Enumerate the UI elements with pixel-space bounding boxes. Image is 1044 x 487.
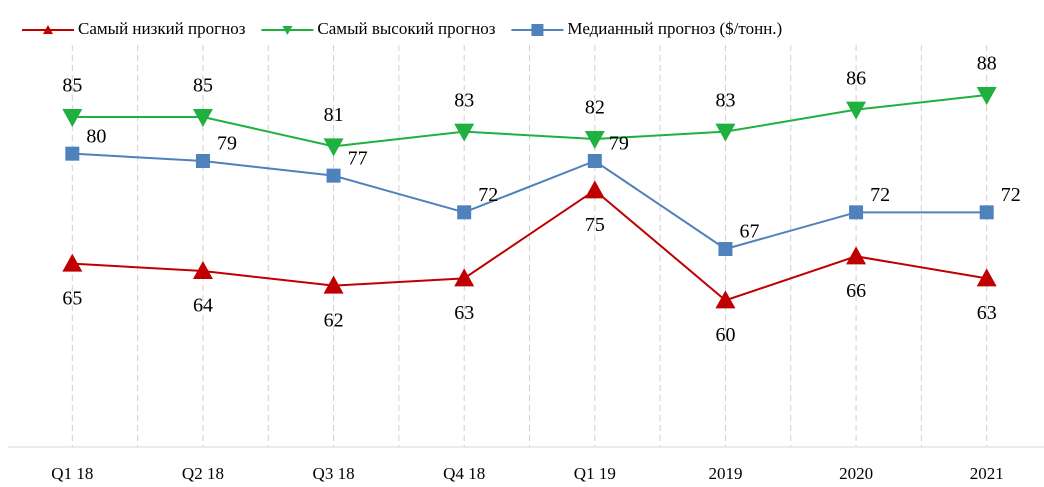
data-label: 72	[870, 184, 890, 206]
point-marker	[323, 275, 344, 294]
data-label: 77	[348, 147, 368, 169]
point-marker	[849, 205, 864, 220]
x-tick-label: Q4 18	[443, 464, 485, 483]
data-label: 81	[324, 104, 344, 126]
point-marker	[979, 205, 994, 220]
data-label: 83	[715, 89, 735, 111]
point-marker	[323, 138, 344, 157]
data-label: 72	[1001, 184, 1021, 206]
point-marker	[454, 123, 475, 142]
x-tick-label: 2019	[708, 464, 742, 483]
point-marker	[457, 205, 472, 220]
data-label: 85	[62, 75, 82, 97]
point-marker	[715, 123, 736, 142]
point-marker	[976, 268, 997, 287]
legend-label: Самый высокий прогноз	[317, 19, 495, 38]
data-label: 64	[193, 295, 213, 317]
legend-marker	[282, 26, 293, 35]
x-tick-label: Q1 19	[574, 464, 616, 483]
data-label: 83	[454, 89, 474, 111]
data-label: 88	[977, 53, 997, 75]
data-label: 85	[193, 75, 213, 97]
x-tick-label: 2021	[970, 464, 1004, 483]
point-marker	[846, 101, 867, 120]
x-tick-label: Q1 18	[51, 464, 93, 483]
data-label: 62	[324, 309, 344, 331]
point-marker	[584, 131, 605, 149]
series-line	[72, 152, 987, 251]
point-marker	[587, 154, 602, 168]
data-label: 66	[846, 280, 866, 302]
data-label: 79	[217, 133, 237, 155]
data-label: 79	[609, 133, 629, 155]
data-label: 82	[585, 97, 605, 119]
x-tick-label: 2020	[839, 464, 873, 483]
legend-marker	[531, 24, 544, 36]
point-marker	[192, 261, 213, 279]
point-marker	[976, 87, 997, 105]
point-marker	[62, 109, 83, 127]
point-marker	[192, 109, 213, 127]
point-marker	[715, 290, 736, 309]
x-tick-label: Q2 18	[182, 464, 224, 483]
data-label: 67	[739, 221, 759, 243]
data-label: 65	[62, 287, 82, 309]
series-line	[72, 189, 987, 302]
point-marker	[718, 242, 733, 256]
legend-label: Медианный прогноз ($/тонн.)	[567, 19, 782, 38]
legend-label: Самый низкий прогноз	[78, 19, 246, 38]
data-label: 75	[585, 214, 605, 236]
point-marker	[846, 246, 867, 265]
point-marker	[62, 253, 83, 272]
series-line	[72, 94, 987, 148]
data-label: 72	[478, 184, 498, 206]
data-label: 86	[846, 67, 866, 89]
x-tick-label: Q3 18	[313, 464, 355, 483]
data-label: 80	[86, 125, 106, 147]
point-marker	[454, 268, 475, 287]
point-marker	[65, 146, 80, 161]
legend-marker	[43, 25, 53, 34]
point-marker	[195, 154, 210, 168]
point-marker	[326, 168, 341, 183]
data-label: 60	[715, 324, 735, 346]
point-marker	[584, 180, 605, 199]
data-label: 63	[977, 302, 997, 324]
data-label: 63	[454, 302, 474, 324]
